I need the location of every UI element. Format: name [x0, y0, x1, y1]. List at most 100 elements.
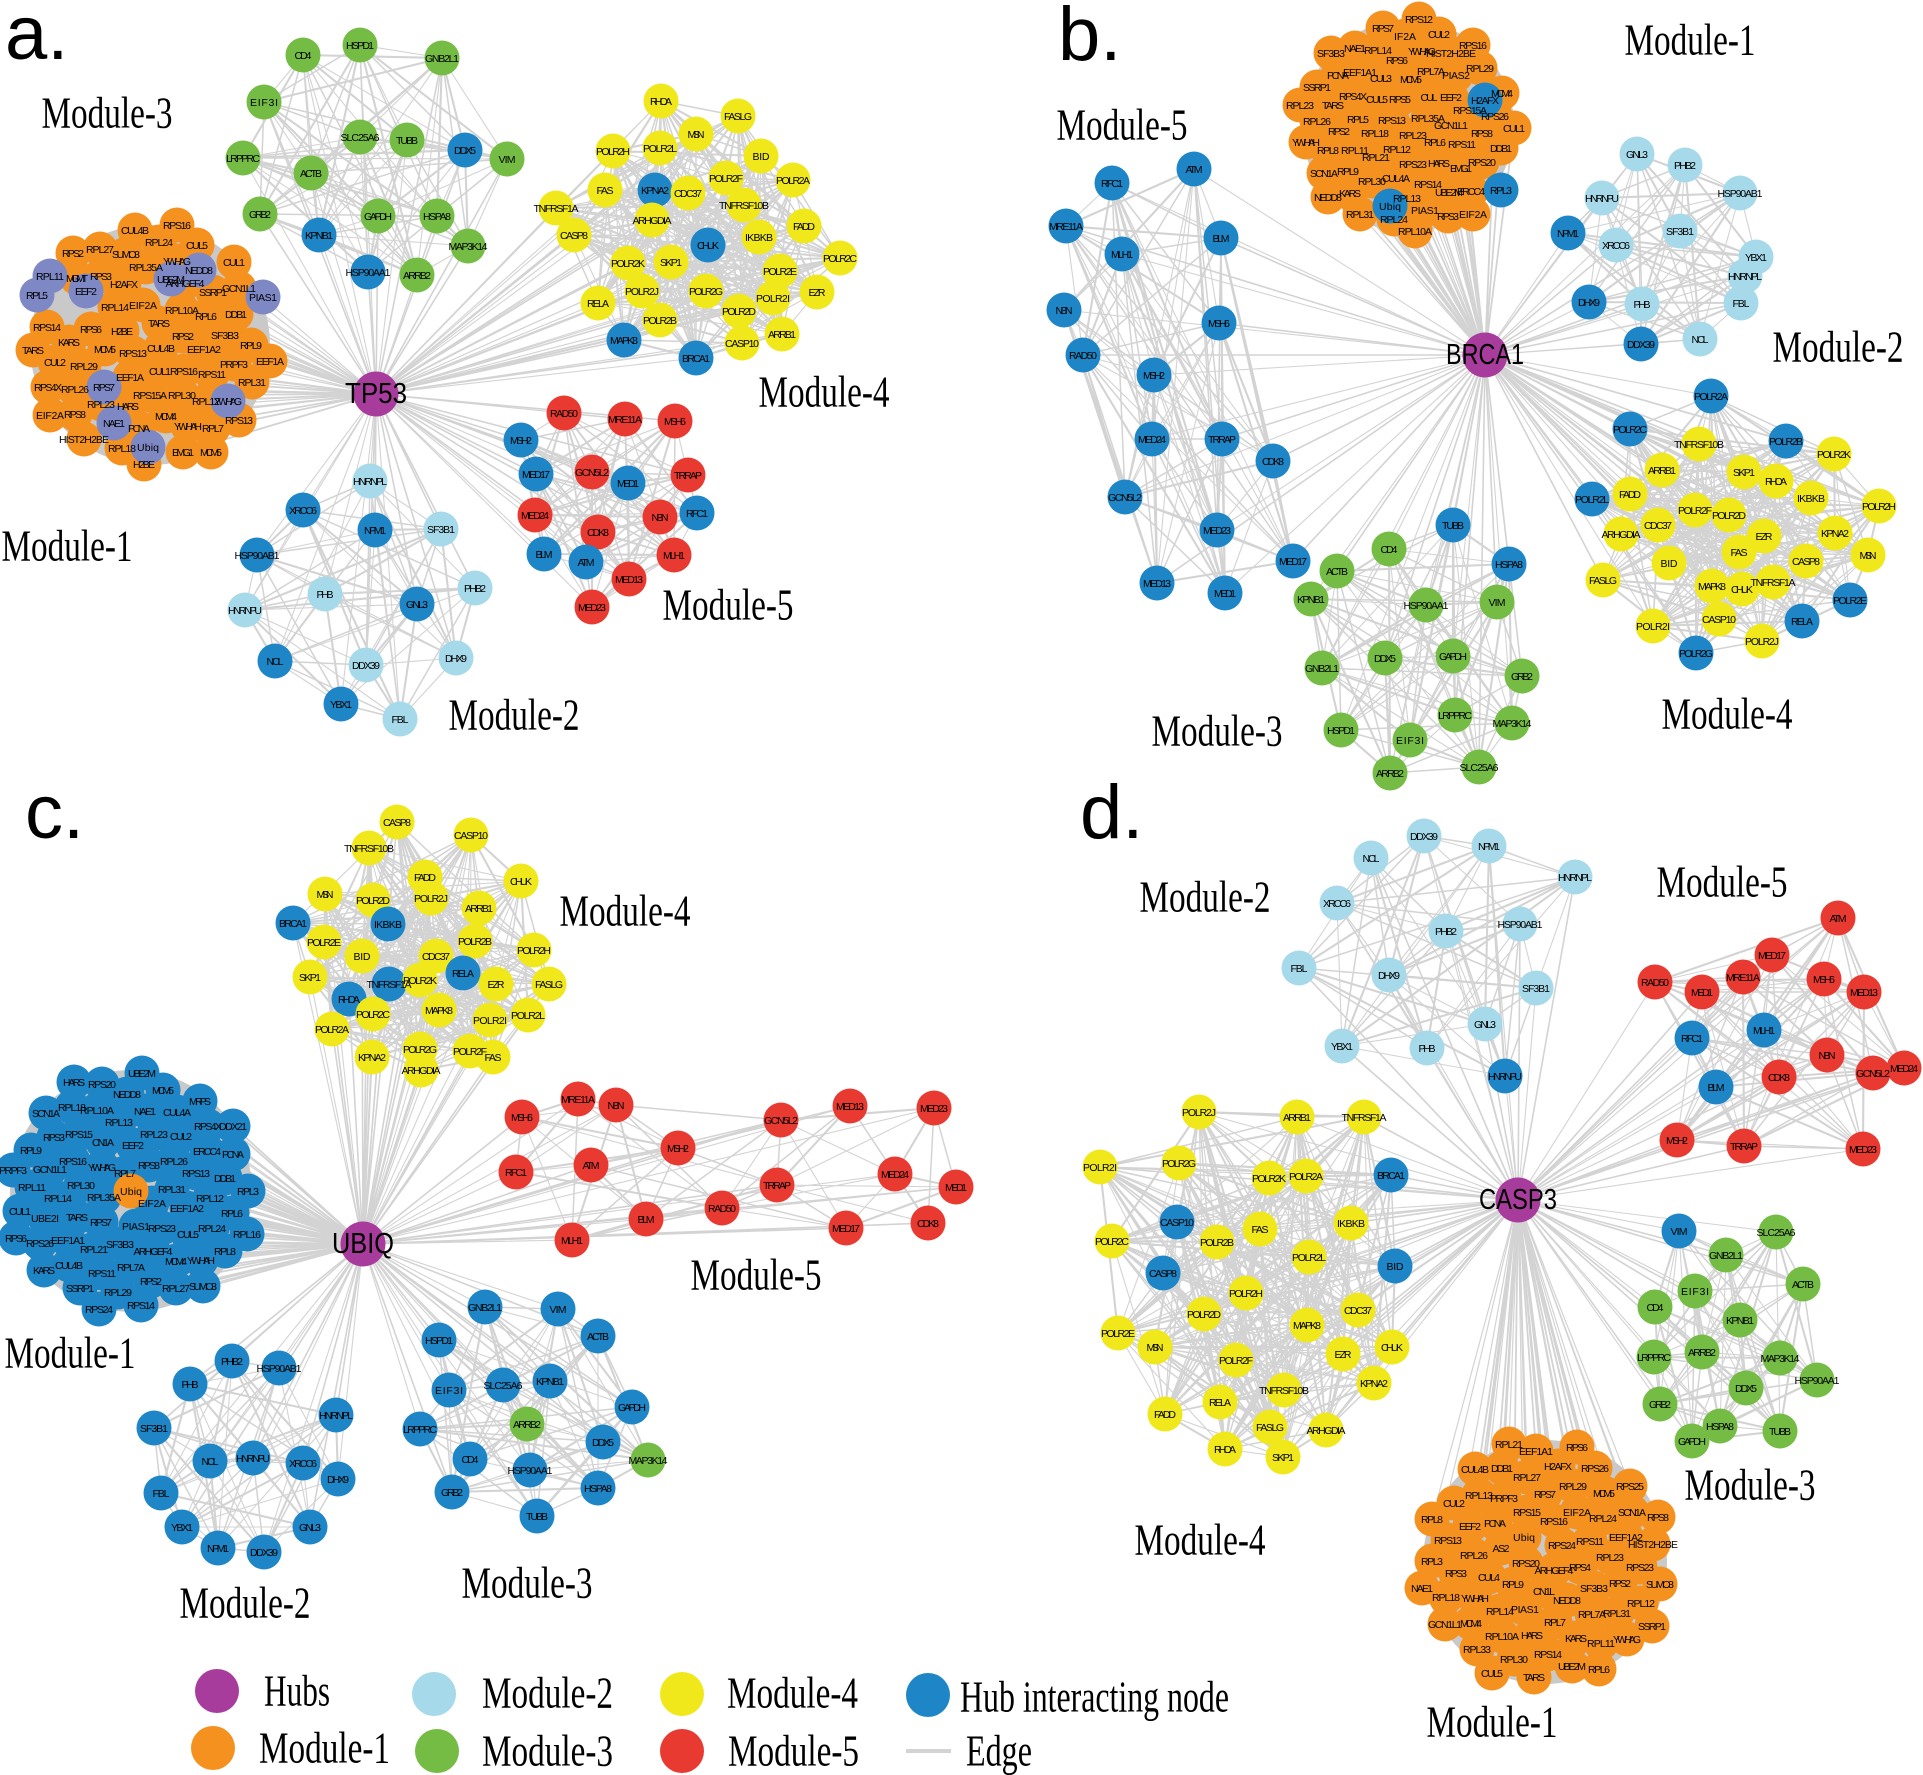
svg-text:MGMT: MGMT	[66, 273, 89, 285]
svg-text:RPS15A: RPS15A	[1453, 105, 1487, 117]
svg-text:PCNA: PCNA	[222, 1149, 244, 1161]
svg-text:HSPA8: HSPA8	[423, 211, 451, 223]
svg-text:RPL24: RPL24	[145, 237, 173, 249]
svg-text:HSP90AB1: HSP90AB1	[235, 550, 280, 562]
svg-text:HARS: HARS	[1428, 158, 1450, 170]
svg-text:GCN1L1: GCN1L1	[1434, 120, 1468, 132]
svg-text:SF3B1: SF3B1	[140, 1423, 168, 1435]
svg-text:HARS: HARS	[63, 1077, 85, 1089]
svg-text:RPS2: RPS2	[172, 331, 194, 343]
svg-text:RPS12: RPS12	[1405, 14, 1433, 26]
svg-text:ARHGEF4: ARHGEF4	[1535, 1565, 1574, 1577]
svg-text:MRE11A: MRE11A	[1049, 221, 1083, 233]
svg-text:MED24: MED24	[521, 510, 549, 522]
svg-text:PRPF3: PRPF3	[1490, 1493, 1518, 1505]
svg-text:RPS6: RPS6	[1386, 55, 1408, 67]
svg-text:SF3B1: SF3B1	[1666, 226, 1694, 238]
svg-text:MAPK8: MAPK8	[610, 335, 638, 347]
svg-text:SLC25A6: SLC25A6	[1757, 1227, 1796, 1239]
svg-text:RPL12: RPL12	[1627, 1598, 1655, 1610]
svg-text:RPL21: RPL21	[1495, 1439, 1523, 1451]
svg-text:RPL7A: RPL7A	[117, 1262, 145, 1274]
svg-text:RPL6: RPL6	[195, 311, 217, 323]
svg-text:HSP90AB1: HSP90AB1	[1498, 919, 1543, 931]
svg-text:ERCC4: ERCC4	[1457, 186, 1485, 198]
svg-text:MAP3K14: MAP3K14	[1493, 718, 1532, 730]
svg-text:PIAS1: PIAS1	[1411, 205, 1439, 217]
svg-text:MSH6: MSH6	[1813, 974, 1835, 986]
svg-text:DHX9: DHX9	[1378, 970, 1400, 982]
svg-text:RPL7A: RPL7A	[1578, 1609, 1606, 1621]
svg-text:YWHAG: YWHAG	[214, 396, 242, 408]
svg-text:RHOA: RHOA	[1214, 1444, 1236, 1456]
svg-text:POLR2A: POLR2A	[776, 175, 810, 187]
svg-text:GAPDH: GAPDH	[1678, 1436, 1706, 1448]
svg-text:MED24: MED24	[881, 1169, 909, 1181]
svg-text:CASP8: CASP8	[1149, 1268, 1177, 1280]
svg-text:YWHAH: YWHAH	[174, 421, 202, 433]
svg-text:ARRB2: ARRB2	[1688, 1347, 1716, 1359]
svg-text:CUL5: CUL5	[177, 1229, 199, 1241]
svg-text:ATM: ATM	[583, 1160, 600, 1172]
svg-text:DDX39: DDX39	[352, 660, 380, 672]
svg-text:TRRAP: TRRAP	[674, 470, 702, 482]
svg-text:Module-2: Module-2	[482, 1669, 613, 1718]
svg-text:FADD: FADD	[1154, 1409, 1176, 1421]
svg-text:RFC1: RFC1	[1681, 1033, 1703, 1045]
svg-text:FADD: FADD	[793, 221, 815, 233]
svg-text:CUL1: CUL1	[223, 257, 245, 269]
svg-text:CUL1: CUL1	[9, 1206, 31, 1218]
svg-text:GRB2: GRB2	[1511, 671, 1533, 683]
svg-text:YWHAH: YWHAH	[1292, 137, 1320, 149]
svg-text:GAPDH: GAPDH	[364, 211, 392, 223]
svg-text:MRE11A: MRE11A	[608, 414, 642, 426]
svg-text:EZR: EZR	[1335, 1349, 1352, 1361]
svg-text:CUL4B: CUL4B	[55, 1260, 83, 1272]
svg-text:CUL4A: CUL4A	[163, 1107, 191, 1119]
svg-text:FBL: FBL	[153, 1488, 170, 1500]
svg-text:CHUK: CHUK	[697, 240, 719, 252]
svg-text:RPL29: RPL29	[70, 361, 98, 373]
svg-text:RPL23: RPL23	[1596, 1552, 1624, 1564]
svg-text:MSH6: MSH6	[1208, 318, 1230, 330]
svg-text:RPL12: RPL12	[196, 1193, 224, 1205]
svg-text:RPL7: RPL7	[202, 423, 224, 435]
svg-text:CUL5: CUL5	[186, 240, 208, 252]
svg-text:RPL6: RPL6	[1424, 137, 1446, 149]
svg-text:RPL7: RPL7	[114, 1168, 136, 1180]
svg-text:CD4: CD4	[462, 1454, 479, 1466]
svg-text:DDX39: DDX39	[1410, 831, 1438, 843]
svg-text:KPNA2: KPNA2	[1821, 528, 1849, 540]
svg-text:RPL23: RPL23	[1399, 130, 1427, 142]
svg-text:SUMO3: SUMO3	[189, 1281, 217, 1293]
svg-text:UBE2M: UBE2M	[157, 274, 185, 286]
svg-text:RPL29: RPL29	[104, 1287, 132, 1299]
svg-text:HIST2H2BE: HIST2H2BE	[59, 434, 109, 446]
svg-text:MSH6: MSH6	[664, 416, 686, 428]
svg-text:KARS: KARS	[1339, 188, 1361, 200]
svg-text:Ubiq: Ubiq	[1513, 1532, 1535, 1544]
svg-text:RPL11: RPL11	[1587, 1638, 1615, 1650]
svg-text:MRE11A: MRE11A	[1726, 972, 1760, 984]
svg-text:POLR2B: POLR2B	[1769, 436, 1803, 448]
svg-text:GRB2: GRB2	[1649, 1399, 1671, 1411]
svg-text:DDX5: DDX5	[592, 1437, 614, 1449]
svg-text:TNFRSF10B: TNFRSF10B	[1674, 439, 1724, 451]
svg-text:TARS: TARS	[1322, 100, 1344, 112]
svg-text:BLM: BLM	[638, 1214, 655, 1226]
svg-text:RELA: RELA	[1791, 616, 1813, 628]
svg-text:YBX1: YBX1	[1745, 252, 1767, 264]
svg-text:RPS6: RPS6	[5, 1233, 27, 1245]
svg-text:POLR2E: POLR2E	[307, 937, 341, 949]
svg-text:RELA: RELA	[1209, 1397, 1231, 1409]
svg-text:SSRP1: SSRP1	[1638, 1621, 1666, 1633]
svg-text:RPS8: RPS8	[138, 1160, 160, 1172]
svg-text:BRCA1: BRCA1	[1446, 339, 1524, 371]
svg-text:GNB2L1: GNB2L1	[468, 1302, 502, 1314]
svg-text:FAS: FAS	[485, 1052, 502, 1064]
svg-text:Module-1: Module-1	[5, 1329, 136, 1378]
svg-text:RPL31: RPL31	[1346, 209, 1374, 221]
svg-text:RPL26: RPL26	[61, 384, 89, 396]
svg-text:RPS26: RPS26	[26, 1238, 54, 1250]
svg-text:ARRB2: ARRB2	[513, 1419, 541, 1431]
